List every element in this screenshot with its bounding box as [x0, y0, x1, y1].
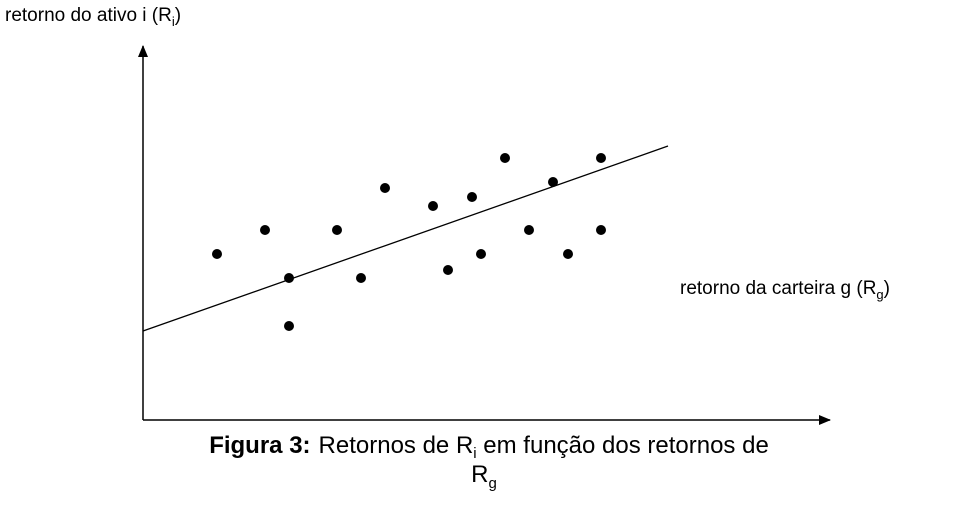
point — [380, 183, 390, 193]
point — [563, 249, 573, 259]
point — [524, 225, 534, 235]
caption-label: Figura 3: — [209, 432, 310, 459]
text: R — [471, 461, 488, 488]
point — [212, 249, 222, 259]
point — [476, 249, 486, 259]
text: ) — [884, 278, 890, 299]
point — [356, 273, 366, 283]
text: em função dos retornos de — [477, 432, 769, 459]
subscript: i — [172, 14, 175, 29]
point — [467, 192, 477, 202]
regression-line — [142, 145, 669, 332]
point — [500, 153, 510, 163]
point — [548, 177, 558, 187]
point — [596, 225, 606, 235]
y-axis-label: retorno do ativo i (Ri) — [5, 5, 181, 29]
subscript: g — [489, 475, 497, 492]
point — [596, 153, 606, 163]
x-axis-label: retorno da carteira g (Rg) — [680, 278, 890, 302]
point — [260, 225, 270, 235]
point — [428, 201, 438, 211]
point — [443, 265, 453, 275]
point — [332, 225, 342, 235]
points — [212, 153, 606, 331]
text: retorno da carteira g (R — [680, 278, 876, 299]
caption-line2: Rg — [471, 461, 497, 492]
caption: Figura 3: Retornos de Ri em função dos re… — [209, 432, 769, 462]
point — [284, 273, 294, 283]
text: retorno do ativo i (R — [5, 5, 172, 26]
point — [284, 321, 294, 331]
subscript: g — [876, 287, 883, 302]
subscript: i — [473, 445, 476, 462]
text: Retornos de R — [319, 432, 474, 459]
text: ) — [175, 5, 181, 26]
